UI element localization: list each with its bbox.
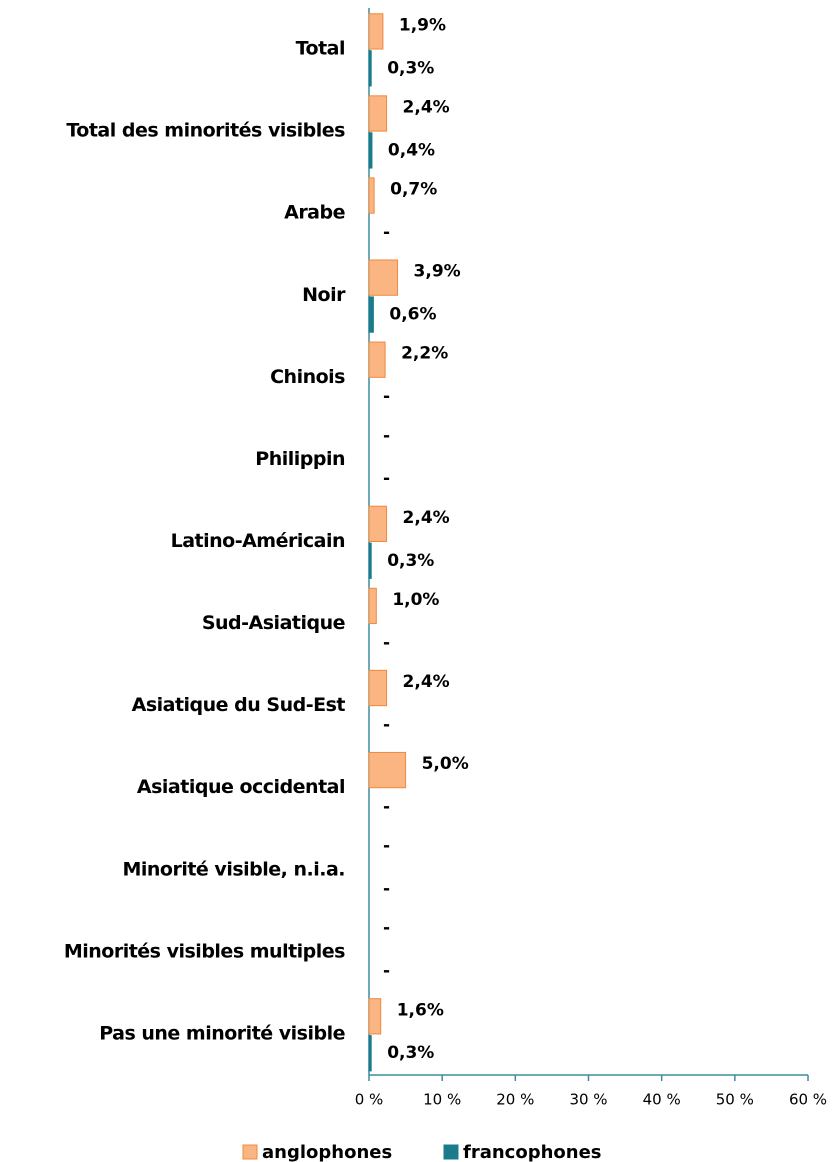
bar: [368, 505, 388, 542]
category-label: Total des minorités visibles: [66, 120, 345, 142]
value-label: 0,3%: [387, 551, 434, 571]
x-tick-label: 50 %: [716, 1091, 754, 1109]
category-label: Noir: [302, 284, 346, 306]
value-label: -: [383, 797, 390, 817]
value-label: 0,7%: [390, 180, 437, 200]
value-label: -: [383, 879, 390, 899]
bar: [368, 669, 388, 707]
value-label: -: [383, 715, 390, 735]
x-tick-label: 10 %: [423, 1091, 461, 1109]
x-tick-label: 60 %: [789, 1091, 827, 1109]
value-label: 2,4%: [403, 672, 450, 692]
value-label: 1,6%: [397, 1000, 444, 1020]
legend-label: francophones: [463, 1142, 602, 1162]
bar: [368, 296, 374, 333]
bar: [368, 998, 382, 1035]
category-label: Latino-Américain: [171, 530, 345, 552]
x-tick-label: 30 %: [569, 1091, 607, 1109]
value-label: 2,4%: [403, 97, 450, 117]
category-label: Asiatique du Sud-Est: [132, 694, 346, 716]
value-label: 0,4%: [388, 140, 435, 160]
x-tick-label: 20 %: [496, 1091, 534, 1109]
value-label: 1,9%: [399, 15, 446, 35]
bar: [368, 542, 372, 579]
category-label: Minorités visibles multiples: [64, 940, 345, 962]
value-label: -: [383, 633, 390, 653]
bar: [368, 259, 399, 296]
value-label: 0,6%: [389, 305, 436, 325]
category-label: Pas une minorité visible: [99, 1022, 345, 1044]
value-label: 2,4%: [403, 508, 450, 528]
category-label: Philippin: [255, 448, 345, 470]
bar: [368, 587, 377, 625]
value-label: -: [383, 836, 390, 856]
value-label: 3,9%: [414, 262, 461, 282]
category-label: Asiatique occidental: [137, 776, 345, 798]
value-label: 2,2%: [401, 344, 448, 364]
bar: [368, 1035, 372, 1072]
category-label: Minorité visible, n.i.a.: [122, 858, 345, 880]
bar: [368, 50, 372, 87]
bar: [368, 341, 386, 378]
value-label: 0,3%: [387, 1043, 434, 1063]
legend-label: anglophones: [262, 1142, 392, 1162]
category-label: Arabe: [284, 202, 345, 224]
bar: [368, 751, 407, 789]
category-label: Sud-Asiatique: [202, 612, 345, 634]
category-label: Total: [296, 38, 345, 60]
value-label: -: [383, 426, 390, 446]
bar: [368, 177, 375, 214]
value-label: -: [383, 387, 390, 407]
value-label: -: [383, 918, 390, 938]
value-label: -: [383, 222, 390, 242]
category-label: Chinois: [270, 366, 345, 388]
x-tick-label: 40 %: [643, 1091, 681, 1109]
value-label: -: [383, 961, 390, 981]
value-label: -: [383, 469, 390, 489]
bar: [368, 132, 373, 169]
x-tick-label: 0 %: [355, 1091, 384, 1109]
legend-swatch: [242, 1144, 258, 1160]
value-label: 0,3%: [387, 58, 434, 78]
value-label: 1,0%: [392, 590, 439, 610]
bar: [368, 13, 384, 50]
legend-swatch: [443, 1144, 459, 1160]
value-label: 5,0%: [422, 754, 469, 774]
bar: [368, 95, 388, 132]
